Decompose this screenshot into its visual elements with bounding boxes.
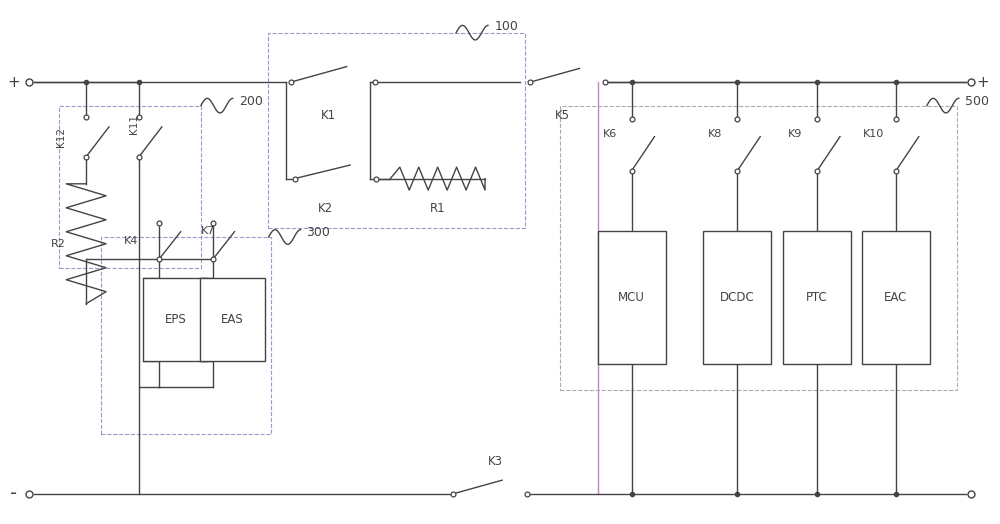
Text: K12: K12 [56,127,66,147]
Bar [783,231,851,364]
Bar [703,231,771,364]
Bar [59,106,201,268]
Text: 200: 200 [239,95,263,108]
Text: K7: K7 [201,226,215,236]
Bar [101,237,271,434]
Bar [598,231,666,364]
Text: R2: R2 [51,239,66,249]
Text: +: + [976,75,989,90]
Text: R1: R1 [430,202,445,215]
Bar [862,231,930,364]
Text: EPS: EPS [165,313,187,326]
Text: K6: K6 [603,129,617,139]
Text: 300: 300 [307,226,330,239]
Bar [268,32,525,228]
Text: EAS: EAS [221,313,244,326]
Text: 100: 100 [495,20,519,33]
Text: -: - [10,485,17,504]
Bar [200,278,265,361]
Text: K10: K10 [863,129,885,139]
Text: EAC: EAC [884,291,908,304]
Text: PTC: PTC [806,291,828,304]
Text: +: + [7,75,20,90]
Bar [143,278,208,361]
Text: MCU: MCU [618,291,645,304]
Text: K9: K9 [788,129,802,139]
Text: 500: 500 [965,95,989,108]
Text: K2: K2 [318,202,333,215]
Text: K8: K8 [708,129,723,139]
Text: DCDC: DCDC [720,291,755,304]
Text: K3: K3 [488,455,503,468]
Bar [560,106,957,390]
Text: K11: K11 [129,114,139,134]
Text: K1: K1 [320,108,336,122]
Text: K5: K5 [555,108,570,122]
Text: K4: K4 [124,236,138,246]
